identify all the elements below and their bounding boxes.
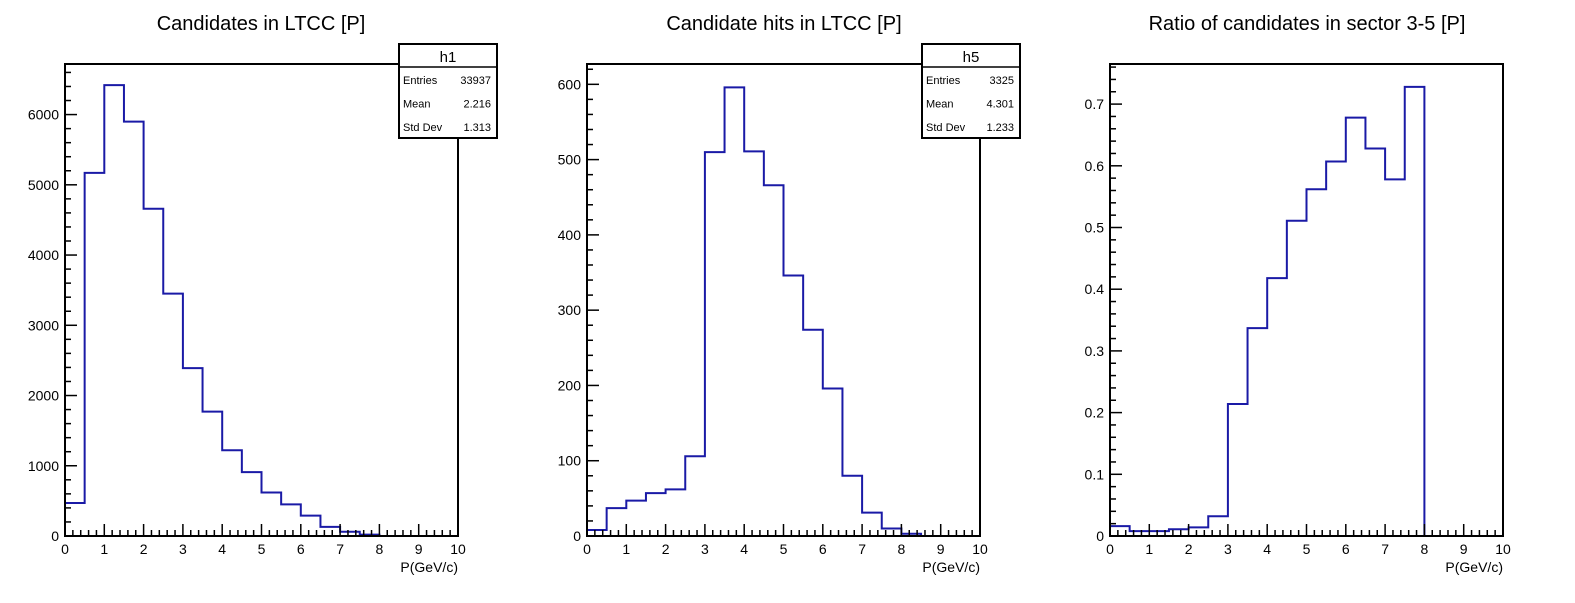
panel1-x-tick-label: 5 (258, 541, 266, 557)
panel1-stats-value: 2.216 (463, 99, 491, 111)
panel3-x-axis-label: P(GeV/c) (1445, 559, 1503, 575)
panel1-histogram-line (64, 84, 458, 537)
panel3-x-tick-label: 1 (1145, 541, 1153, 557)
panel1-y-tick-label: 2000 (28, 388, 59, 404)
panel2-x-tick-label: 4 (740, 541, 748, 557)
panel2-y-tick-label: 100 (558, 453, 582, 469)
panel1-y-tick-label: 5000 (28, 177, 59, 193)
panel1-y-tick-label: 6000 (28, 107, 59, 123)
panel1-x-tick-label: 3 (179, 541, 187, 557)
panel2-stats-name: h5 (963, 49, 980, 66)
panel3-y-tick-label: 0.1 (1085, 466, 1105, 482)
panel3-y-tick-label: 0.4 (1085, 281, 1105, 297)
panel2-x-tick-label: 8 (898, 541, 906, 557)
panel1-y-tick-label: 1000 (28, 458, 59, 474)
panel2-x-tick-label: 1 (622, 541, 630, 557)
panel1-x-tick-label: 2 (140, 541, 148, 557)
panel1-x-axis-label: P(GeV/c) (400, 559, 458, 575)
panel1-stats-value: 1.313 (463, 122, 491, 134)
panel2-stats-value: 3325 (990, 75, 1014, 87)
panel1-x-tick-label: 4 (218, 541, 226, 557)
panel1-y-tick-label: 0 (51, 528, 59, 544)
panel3-y-tick-label: 0 (1096, 528, 1104, 544)
panel1-x-tick-label: 9 (415, 541, 423, 557)
panel2-x-axis-label: P(GeV/c) (922, 559, 980, 575)
panel2-x-tick-label: 0 (583, 541, 591, 557)
panel2-stats-label: Std Dev (926, 122, 966, 134)
panel1-x-tick-label: 6 (297, 541, 305, 557)
panel1-x-tick-label: 1 (100, 541, 108, 557)
panel2-stats-value: 4.301 (986, 99, 1014, 111)
panel3-y-tick-label: 0.7 (1085, 96, 1105, 112)
panel2-y-tick-label: 200 (558, 377, 582, 393)
panel3-x-tick-label: 10 (1495, 541, 1511, 557)
panel3-x-tick-label: 5 (1303, 541, 1311, 557)
panel2-stats-value: 1.233 (986, 122, 1014, 134)
panel1-y-tick-label: 3000 (28, 317, 59, 333)
panel2-title: Candidate hits in LTCC [P] (666, 13, 901, 35)
panel1-stats-label: Entries (403, 75, 438, 87)
panel3-x-tick-label: 7 (1381, 541, 1389, 557)
panel2-stats-box (921, 43, 1021, 139)
panel2-y-tick-label: 500 (558, 152, 582, 168)
panel2-y-tick-label: 300 (558, 302, 582, 318)
panel3-x-tick-label: 0 (1106, 541, 1114, 557)
panel2-x-tick-label: 5 (780, 541, 788, 557)
panel1-x-tick-label: 0 (61, 541, 69, 557)
panel1-stats-label: Std Dev (403, 122, 443, 134)
panel3-y-tick-label: 0.6 (1085, 158, 1105, 174)
panel2-x-tick-label: 10 (972, 541, 988, 557)
panel1-x-tick-label: 8 (376, 541, 384, 557)
panel2-x-tick-label: 2 (662, 541, 670, 557)
panel1-x-tick-label: 7 (336, 541, 344, 557)
panel3-y-tick-label: 0.3 (1085, 343, 1105, 359)
panel3-y-tick-label: 0.5 (1085, 220, 1105, 236)
panel1-title: Candidates in LTCC [P] (157, 13, 366, 35)
panel3-x-tick-label: 9 (1460, 541, 1468, 557)
panel2-x-tick-label: 6 (819, 541, 827, 557)
panel2-x-tick-label: 3 (701, 541, 709, 557)
panel3-histogram-line (1109, 85, 1503, 537)
panel1-x-tick-label: 10 (450, 541, 466, 557)
panel2-x-tick-label: 7 (858, 541, 866, 557)
panel3-frame (1109, 63, 1504, 537)
panel2-stats-label: Entries (926, 75, 961, 87)
panel3-y-tick-label: 0.2 (1085, 405, 1105, 421)
panel1-stats-label: Mean (403, 99, 431, 111)
panel1-y-tick-label: 4000 (28, 247, 59, 263)
panel1-stats-box (398, 43, 498, 139)
panel2-stats-label: Mean (926, 99, 954, 111)
panel3-x-tick-label: 2 (1185, 541, 1193, 557)
panel2-y-tick-label: 600 (558, 76, 582, 92)
panel2-y-tick-label: 0 (573, 528, 581, 544)
panel2-x-tick-label: 9 (937, 541, 945, 557)
panel3-title: Ratio of candidates in sector 3-5 [P] (1149, 13, 1466, 35)
panel3-x-tick-label: 3 (1224, 541, 1232, 557)
panel3-x-tick-label: 8 (1421, 541, 1429, 557)
panel3-x-tick-label: 4 (1263, 541, 1271, 557)
panel3-x-tick-label: 6 (1342, 541, 1350, 557)
panel1-stats-name: h1 (440, 49, 457, 66)
panel2-y-tick-label: 400 (558, 227, 582, 243)
panel2-histogram-line (586, 86, 980, 537)
panel1-stats-value: 33937 (460, 75, 491, 87)
